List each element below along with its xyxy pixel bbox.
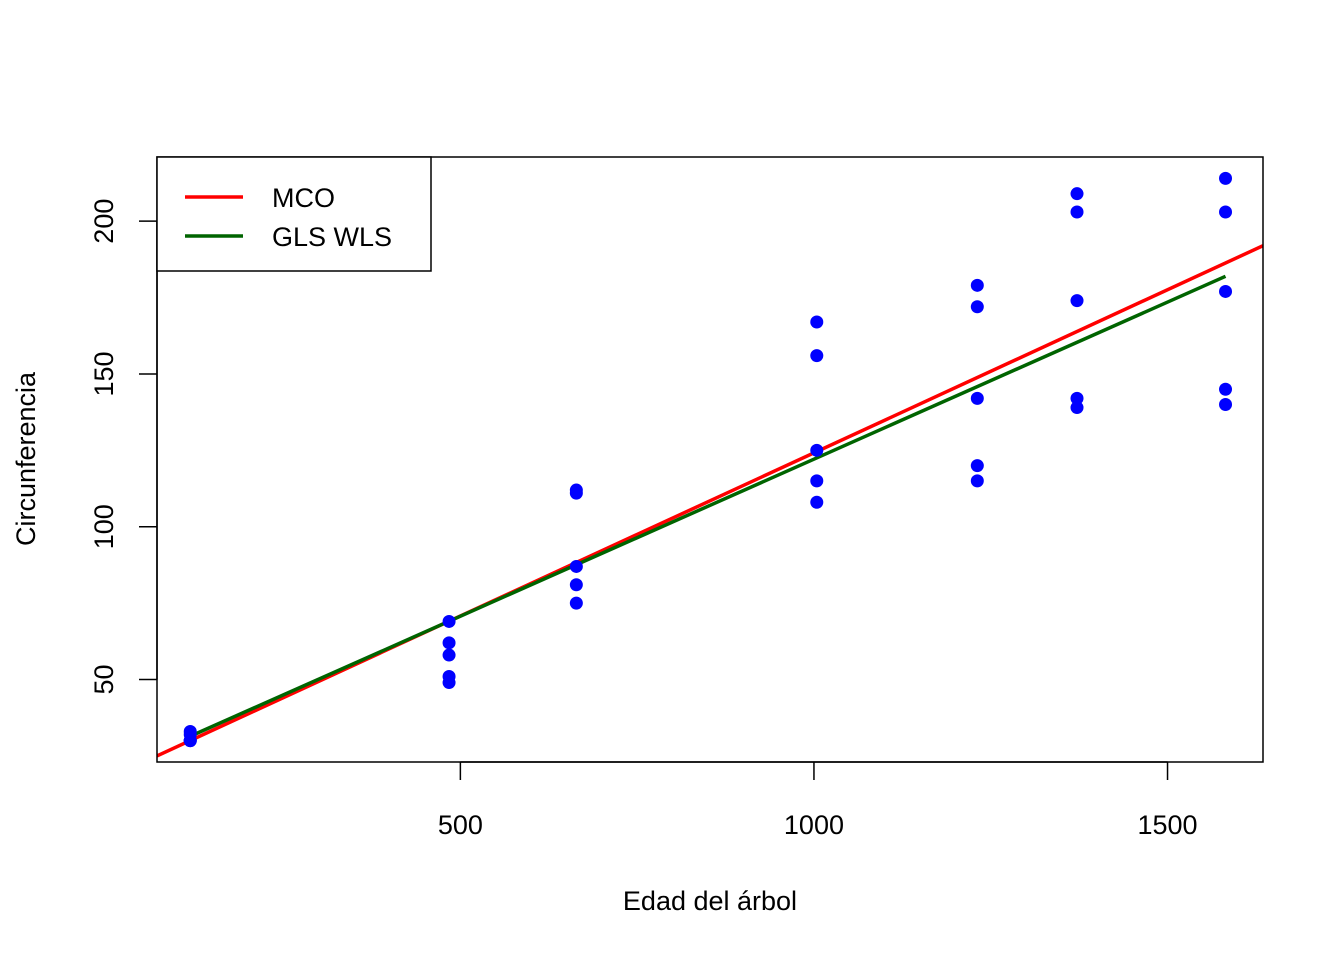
data-point <box>810 349 824 363</box>
data-point <box>442 636 456 650</box>
data-point <box>970 459 984 473</box>
data-point <box>442 676 456 690</box>
y-axis-label: Circunferencia <box>11 371 41 546</box>
data-point <box>442 648 456 662</box>
y-tick-label: 150 <box>89 351 119 396</box>
data-point <box>1219 284 1233 298</box>
x-tick-label: 1500 <box>1137 810 1197 840</box>
data-point <box>970 391 984 405</box>
data-point <box>810 495 824 509</box>
y-axis: 50 100 150 200 <box>89 199 158 695</box>
data-point <box>183 734 197 748</box>
legend-label-gls-wls: GLS WLS <box>272 222 392 252</box>
legend: MCO GLS WLS <box>156 156 432 272</box>
data-point <box>1219 205 1233 219</box>
data-points <box>183 171 1233 748</box>
y-tick-label: 100 <box>89 504 119 549</box>
y-tick-label: 50 <box>89 664 119 694</box>
x-tick-label: 500 <box>438 810 483 840</box>
data-point <box>1219 382 1233 396</box>
legend-label-mco: MCO <box>272 183 335 213</box>
x-tick-label: 1000 <box>784 810 844 840</box>
data-point <box>1070 187 1084 201</box>
data-point <box>569 596 583 610</box>
data-point <box>810 443 824 457</box>
data-point <box>970 474 984 488</box>
data-point <box>1070 294 1084 308</box>
data-point <box>970 300 984 314</box>
data-point <box>1070 205 1084 219</box>
data-point <box>442 614 456 628</box>
data-point <box>1070 401 1084 415</box>
x-axis: 500 1000 1500 <box>438 761 1198 840</box>
data-point <box>1219 171 1233 185</box>
regression-lines <box>157 244 1263 758</box>
y-tick-label: 200 <box>89 199 119 244</box>
regression-line-gls-wls <box>189 274 1227 738</box>
data-point <box>569 578 583 592</box>
data-point <box>810 315 824 329</box>
regression-line-mco <box>157 244 1263 758</box>
x-axis-label: Edad del árbol <box>623 886 797 916</box>
data-point <box>569 483 583 497</box>
data-point <box>970 278 984 292</box>
data-point <box>810 474 824 488</box>
data-point <box>1070 391 1084 405</box>
data-point <box>1219 398 1233 411</box>
data-point <box>569 559 583 573</box>
legend-box <box>156 156 432 272</box>
